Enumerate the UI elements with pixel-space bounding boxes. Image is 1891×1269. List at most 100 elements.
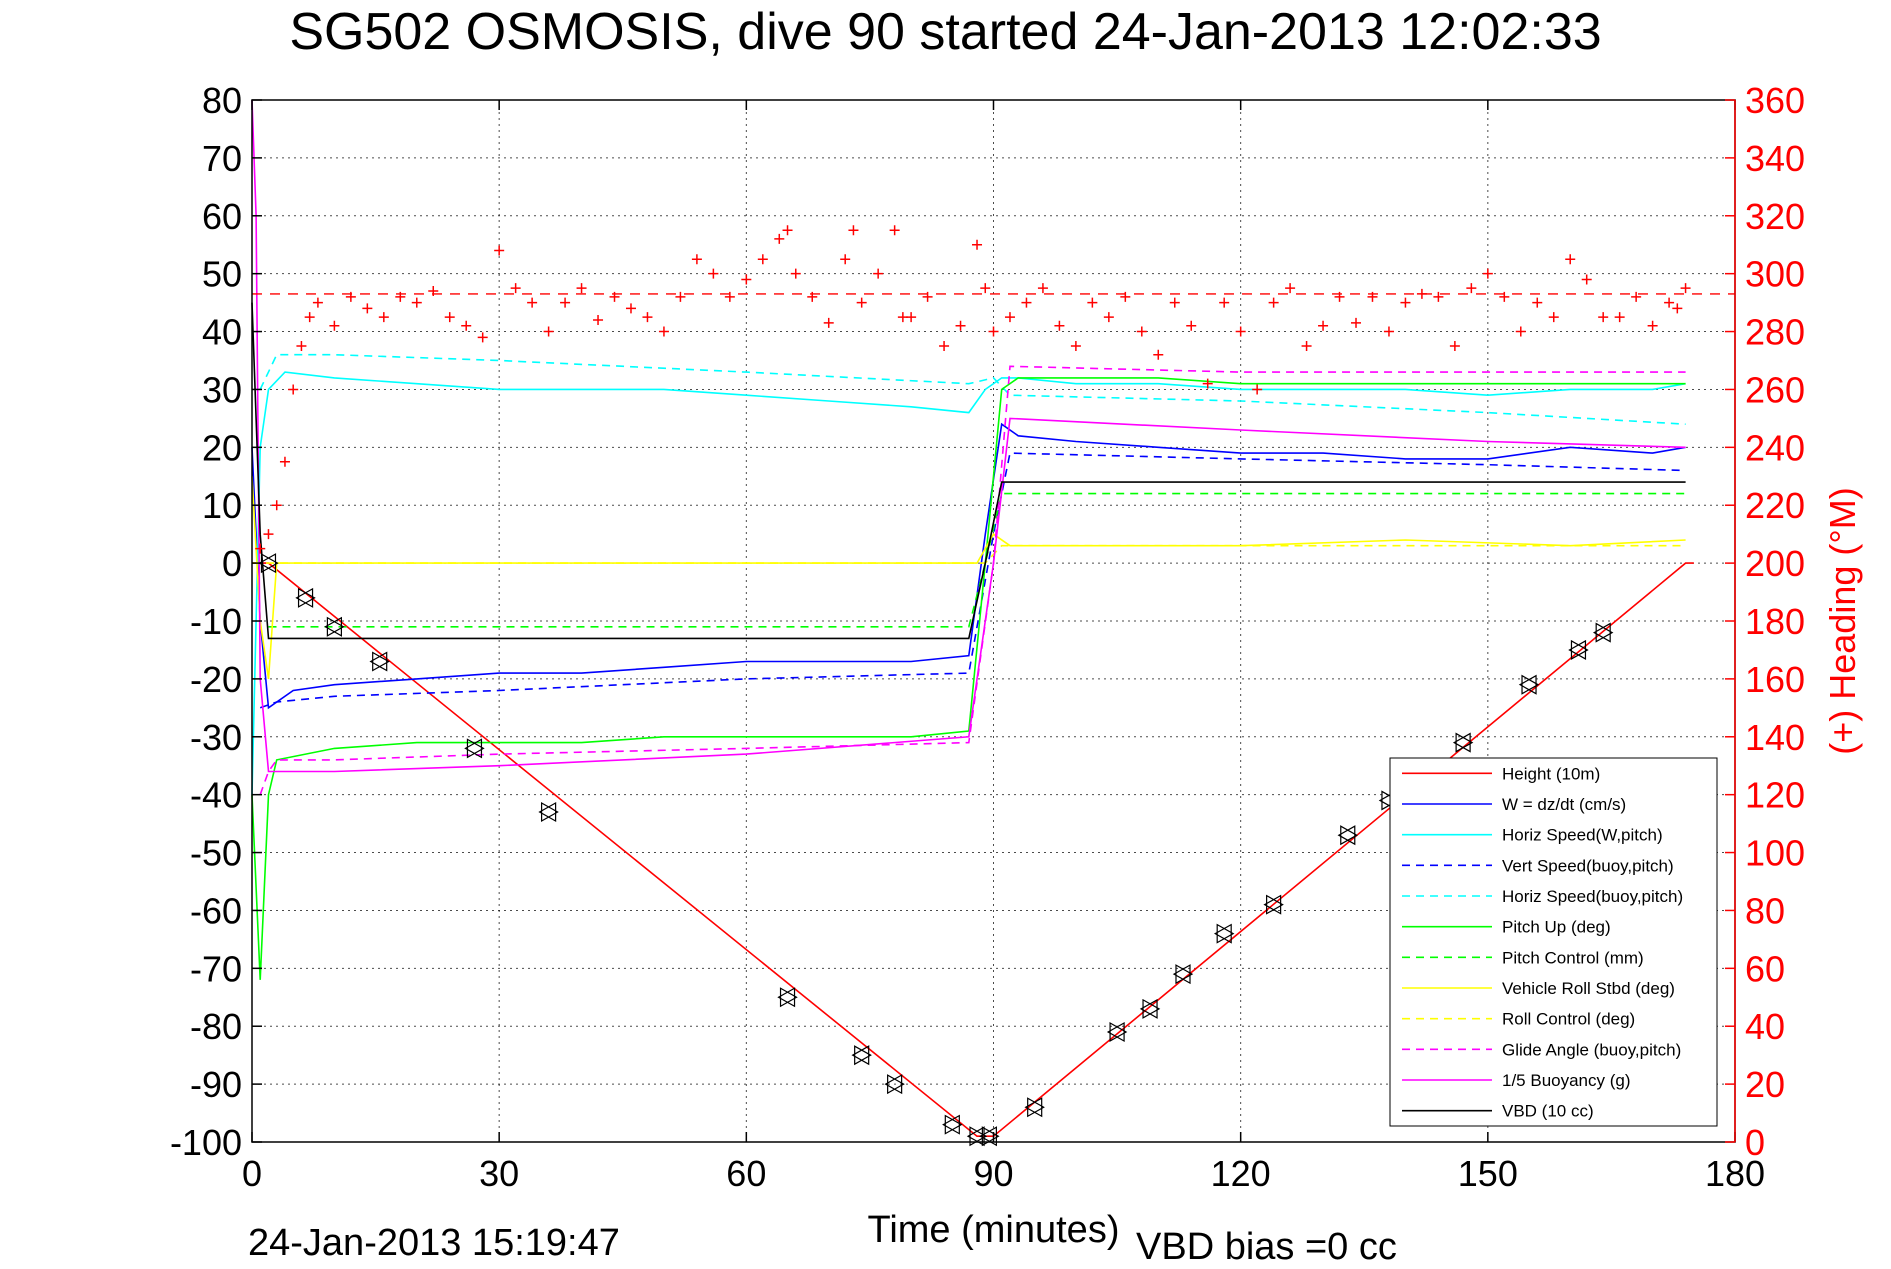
position-marker xyxy=(966,1126,988,1147)
heading-point xyxy=(873,268,884,279)
series-line xyxy=(259,452,1686,709)
heading-point xyxy=(782,225,793,236)
heading-point xyxy=(774,233,785,244)
y2-tick-label: 260 xyxy=(1745,369,1805,410)
y-tick-label: 0 xyxy=(222,543,242,584)
heading-point xyxy=(494,245,505,256)
y-tick-label: 70 xyxy=(202,138,242,179)
legend-entry: Pitch Control (mm) xyxy=(1402,948,1644,967)
heading-point xyxy=(1301,341,1312,352)
y-tick-label: -90 xyxy=(190,1064,242,1105)
heading-point xyxy=(625,303,636,314)
heading-point xyxy=(823,317,834,328)
position-marker xyxy=(979,1126,1000,1147)
x-axis-label: Time (minutes) xyxy=(868,1209,1120,1251)
y-tick-label: -60 xyxy=(190,890,242,931)
end-timestamp: 24-Jan-2013 15:19:47 xyxy=(248,1222,620,1264)
heading-point xyxy=(255,543,266,554)
heading-point xyxy=(1202,378,1213,389)
heading-point xyxy=(543,326,554,337)
heading-point xyxy=(609,291,620,302)
heading-point xyxy=(593,314,604,325)
heading-point xyxy=(461,320,472,331)
position-marker xyxy=(1139,998,1161,1019)
vbd-bias-text: VBD bias =0 cc xyxy=(1136,1226,1397,1268)
heading-point xyxy=(1433,291,1444,302)
heading-point xyxy=(1614,312,1625,323)
heading-point xyxy=(1416,288,1427,299)
heading-point xyxy=(691,254,702,265)
y2-tick-label: 60 xyxy=(1745,948,1785,989)
heading-point xyxy=(848,225,859,236)
x-tick-label: 0 xyxy=(242,1153,262,1194)
heading-point xyxy=(1631,291,1642,302)
y-tick-label: -100 xyxy=(170,1122,242,1163)
heading-point xyxy=(1169,297,1180,308)
heading-point xyxy=(1153,349,1164,360)
x-tick-label: 30 xyxy=(479,1153,519,1194)
y2-tick-label: 80 xyxy=(1745,890,1785,931)
heading-point xyxy=(1103,312,1114,323)
y2-tick-label: 0 xyxy=(1745,1122,1765,1163)
heading-point xyxy=(658,326,669,337)
position-marker xyxy=(369,651,390,672)
position-markers xyxy=(258,553,1614,1147)
heading-point xyxy=(1004,312,1015,323)
series-line xyxy=(251,302,1686,640)
heading-point xyxy=(972,239,983,250)
heading-point xyxy=(560,297,571,308)
heading-point xyxy=(271,500,282,511)
series-line xyxy=(251,371,1686,795)
heading-point xyxy=(642,312,653,323)
x-tick-label: 60 xyxy=(726,1153,766,1194)
heading-point xyxy=(1021,297,1032,308)
heading-point xyxy=(428,286,439,297)
y-tick-label: 50 xyxy=(202,254,242,295)
series-line xyxy=(259,365,1686,795)
heading-point xyxy=(1351,317,1362,328)
legend-label: Vert Speed(buoy,pitch) xyxy=(1502,856,1674,875)
legend-label: Vehicle Roll Stbd (deg) xyxy=(1502,979,1675,998)
series-line xyxy=(251,377,1686,980)
position-marker xyxy=(1568,639,1589,660)
position-marker xyxy=(777,987,798,1008)
heading-point xyxy=(757,254,768,265)
heading-point xyxy=(1219,297,1230,308)
heading-point xyxy=(988,326,999,337)
series-line xyxy=(251,422,1686,710)
position-marker xyxy=(1592,622,1614,643)
legend-entry: 1/5 Buoyancy (g) xyxy=(1402,1071,1631,1090)
heading-point xyxy=(1268,297,1279,308)
heading-point xyxy=(304,312,315,323)
heading-point xyxy=(1252,384,1263,395)
heading-point xyxy=(939,341,950,352)
heading-point xyxy=(1647,320,1658,331)
legend: Height (10m) W = dz/dt (cm/s) Horiz Speed(… xyxy=(1389,757,1718,1127)
y2-tick-label: 340 xyxy=(1745,138,1805,179)
heading-point xyxy=(527,297,538,308)
heading-point xyxy=(1532,297,1543,308)
position-marker xyxy=(1172,964,1194,985)
y2-tick-label: 360 xyxy=(1745,80,1805,121)
y2-tick-label: 240 xyxy=(1745,427,1805,468)
legend-box xyxy=(1389,757,1718,1127)
heading-point xyxy=(922,291,933,302)
position-marker xyxy=(1518,674,1540,695)
y2-tick-label: 160 xyxy=(1745,659,1805,700)
heading-point xyxy=(1449,341,1460,352)
heading-point xyxy=(1334,291,1345,302)
legend-label: Pitch Control (mm) xyxy=(1502,948,1644,967)
heading-point xyxy=(1054,320,1065,331)
heading-point xyxy=(1383,326,1394,337)
x-tick-label: 180 xyxy=(1705,1153,1765,1194)
heading-point xyxy=(444,312,455,323)
position-marker xyxy=(1213,923,1235,944)
position-marker xyxy=(1452,732,1474,753)
heading-point xyxy=(1548,312,1559,323)
heading-point xyxy=(263,529,274,540)
y-tick-label: -50 xyxy=(190,833,242,874)
legend-label: Roll Control (deg) xyxy=(1502,1010,1635,1029)
heading-point xyxy=(807,291,818,302)
heading-point xyxy=(889,225,900,236)
